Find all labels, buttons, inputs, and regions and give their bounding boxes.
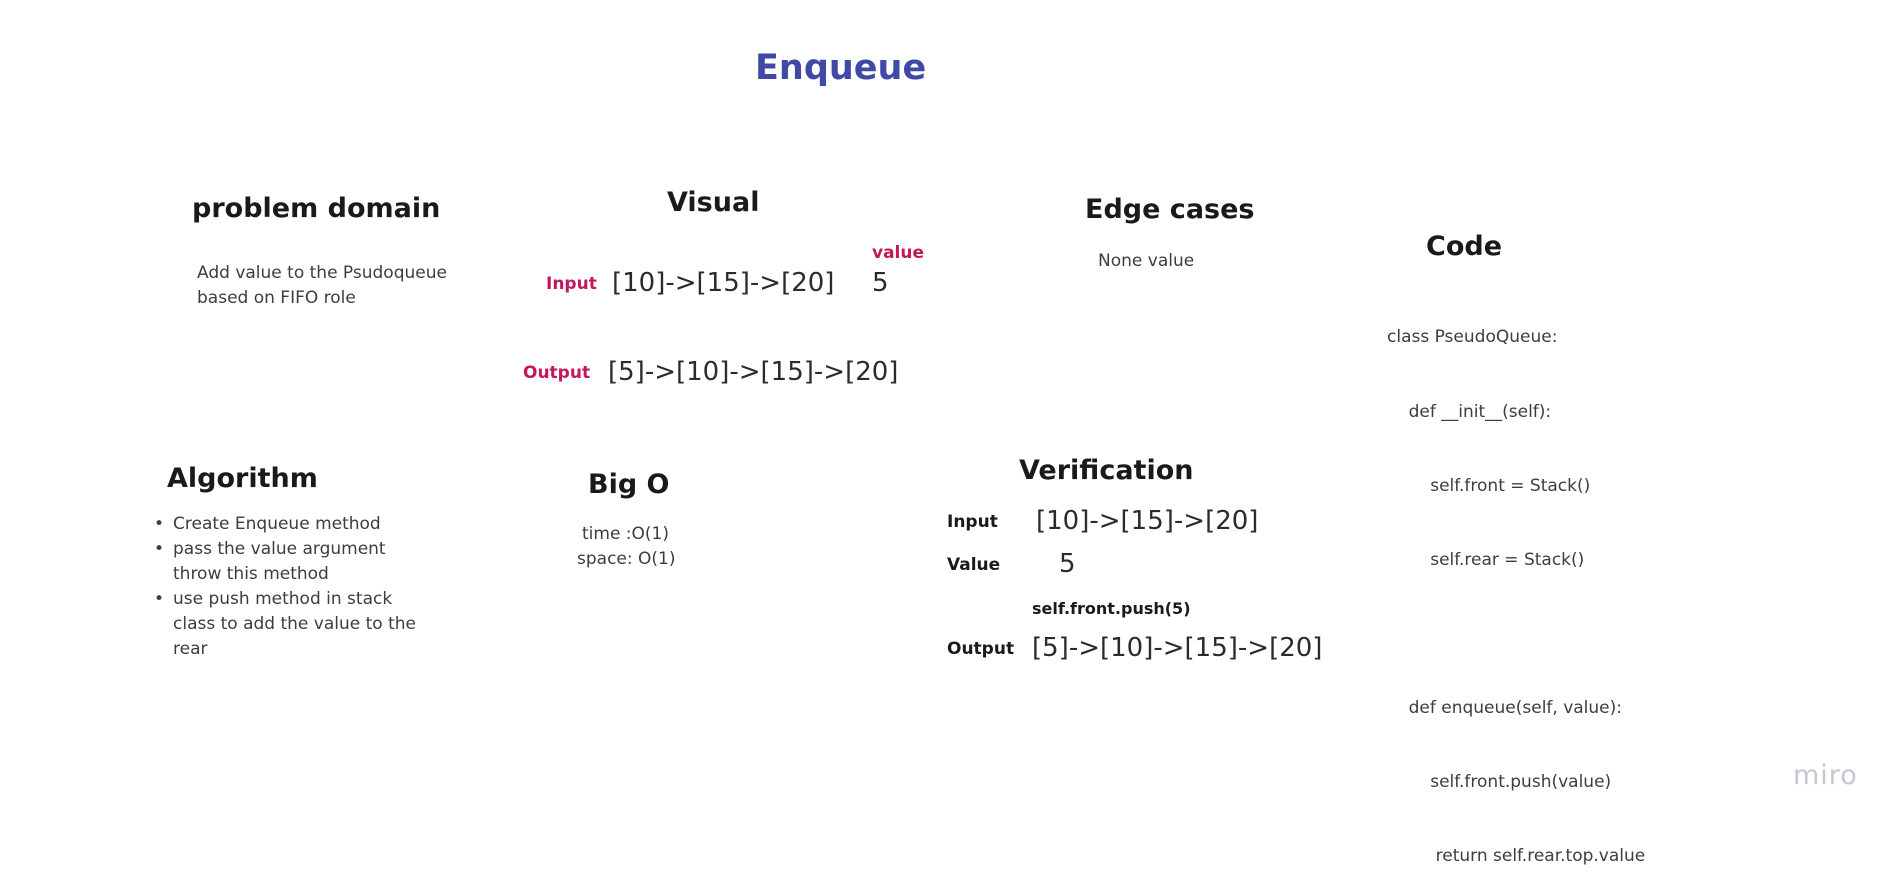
code-heading: Code [1426,231,1502,262]
code-block: class PseudoQueue: def __init__(self): s… [1387,276,1645,894]
algorithm-item-text: use push method in stack class to add th… [173,589,416,659]
code-line: def __init__(self): [1387,400,1645,425]
code-line: def enqueue(self, value): [1387,696,1645,721]
algorithm-item-text: Create Enqueue method [173,514,381,534]
visual-output-value: [5]->[10]->[15]->[20] [608,357,898,387]
edge-cases-text: None value [1098,249,1194,274]
algorithm-list: • Create Enqueue method • pass the value a… [154,512,439,662]
algorithm-list-container: • Create Enqueue method • pass the value a… [154,512,439,662]
visual-input-label: Input [546,274,597,294]
verification-input-value: [10]->[15]->[20] [1036,506,1258,536]
big-o-space: space: O(1) [577,547,675,572]
verification-value: 5 [1059,549,1076,579]
code-line: self.rear = Stack() [1387,548,1645,573]
bullet-icon: • [154,537,164,562]
problem-domain-heading: problem domain [192,193,440,224]
verification-heading: Verification [1019,455,1193,486]
verification-input-label: Input [947,512,998,532]
code-line: self.front.push(value) [1387,770,1645,795]
visual-value: 5 [872,268,889,298]
bullet-icon: • [154,512,164,537]
algorithm-heading: Algorithm [167,463,318,494]
edge-cases-heading: Edge cases [1085,194,1255,225]
verification-output-value: [5]->[10]->[15]->[20] [1032,633,1322,663]
visual-output-label: Output [523,363,590,383]
big-o-heading: Big O [588,469,670,500]
bullet-icon: • [154,587,164,612]
code-line: class PseudoQueue: [1387,325,1645,350]
list-item: • use push method in stack class to add t… [154,587,439,662]
code-line [1387,622,1645,647]
big-o-time: time :O(1) [582,522,669,547]
problem-domain-text: Add value to the Psudoqueue based on FIF… [197,261,447,311]
visual-heading: Visual [667,187,759,218]
verification-call: self.front.push(5) [1032,599,1191,618]
visual-value-label: value [872,243,924,263]
miro-logo: miro [1793,760,1858,791]
algorithm-item-text: pass the value argument throw this metho… [173,539,386,584]
visual-input-value: [10]->[15]->[20] [612,268,834,298]
verification-value-label: Value [947,555,1000,575]
page-title: Enqueue [755,48,926,88]
list-item: • pass the value argument throw this meth… [154,537,439,587]
list-item: • Create Enqueue method [154,512,439,537]
code-line: return self.rear.top.value [1387,844,1645,869]
problem-domain-line: based on FIFO role [197,286,447,311]
problem-domain-line: Add value to the Psudoqueue [197,261,447,286]
code-line: self.front = Stack() [1387,474,1645,499]
verification-output-label: Output [947,639,1014,659]
